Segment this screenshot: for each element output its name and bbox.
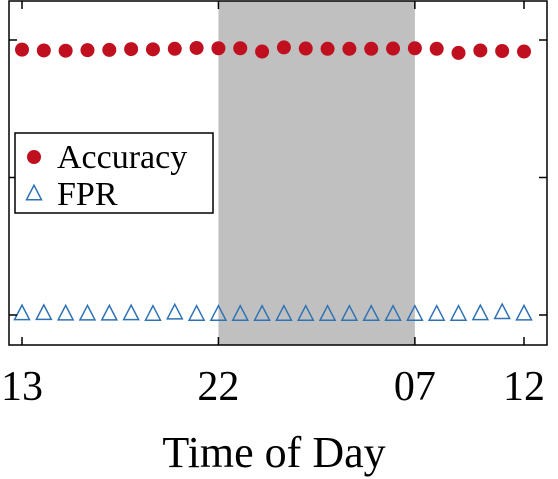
fpr-point	[122, 303, 140, 321]
fpr-point	[187, 304, 206, 321]
accuracy-point	[407, 41, 422, 56]
fpr-point	[493, 302, 511, 320]
accuracy-point	[233, 41, 248, 56]
night-shaded-region	[218, 1, 415, 345]
accuracy-point	[517, 44, 531, 59]
accuracy-point	[211, 41, 226, 56]
legend-accuracy-label: Accuracy	[57, 139, 187, 176]
plot-frame	[8, 0, 548, 346]
fpr-point	[515, 303, 533, 321]
fpr-point	[340, 304, 359, 321]
accuracy-point	[473, 43, 488, 58]
accuracy-point	[495, 44, 510, 58]
fpr-point	[427, 304, 446, 321]
legend-box	[14, 132, 214, 214]
fpr-point	[449, 304, 468, 321]
x-tick-label: 12	[503, 364, 545, 410]
x-axis-title: Time of Day	[162, 428, 385, 477]
accuracy-point	[451, 45, 466, 60]
legend-fpr-marker	[25, 183, 43, 201]
accuracy-point	[145, 42, 160, 57]
fpr-point	[384, 304, 402, 321]
x-tick-label: 22	[197, 364, 239, 410]
legend-accuracy-marker	[27, 150, 41, 164]
legend-fpr-label: FPR	[57, 176, 118, 213]
accuracy-point	[364, 41, 379, 56]
fpr-point	[231, 304, 249, 321]
fpr-point	[100, 303, 119, 321]
x-axis-ticks	[21, 1, 525, 345]
accuracy-point	[124, 42, 139, 57]
fpr-point	[362, 304, 380, 321]
accuracy-series	[15, 40, 531, 60]
accuracy-point	[58, 43, 73, 58]
accuracy-point	[298, 41, 313, 56]
accuracy-point	[386, 41, 401, 56]
accuracy-point	[320, 41, 335, 56]
accuracy-point	[36, 43, 51, 58]
fpr-point	[471, 303, 490, 321]
accuracy-point	[15, 42, 29, 57]
fpr-point	[56, 303, 75, 321]
x-axis-tick-labels: 13 22 07 12	[1, 364, 545, 410]
fpr-point	[209, 304, 228, 321]
x-tick-label: 13	[1, 364, 43, 410]
fpr-point	[253, 304, 271, 321]
x-tick-label: 07	[394, 364, 436, 410]
fpr-point	[406, 304, 424, 321]
accuracy-point	[255, 44, 270, 59]
accuracy-point	[80, 43, 95, 58]
fpr-point	[297, 304, 315, 321]
accuracy-point	[189, 40, 204, 55]
fpr-point	[13, 303, 31, 321]
accuracy-point	[429, 41, 444, 56]
accuracy-point	[102, 42, 117, 57]
fpr-point	[78, 303, 97, 321]
fpr-point	[166, 302, 184, 320]
accuracy-point	[342, 41, 357, 56]
legend: Accuracy FPR	[14, 132, 214, 214]
fpr-point	[35, 303, 53, 321]
fpr-point	[275, 304, 293, 321]
fpr-point	[318, 304, 337, 321]
fpr-series	[13, 302, 533, 321]
accuracy-point	[276, 40, 291, 55]
fpr-point	[144, 304, 162, 321]
accuracy-point	[167, 41, 182, 56]
